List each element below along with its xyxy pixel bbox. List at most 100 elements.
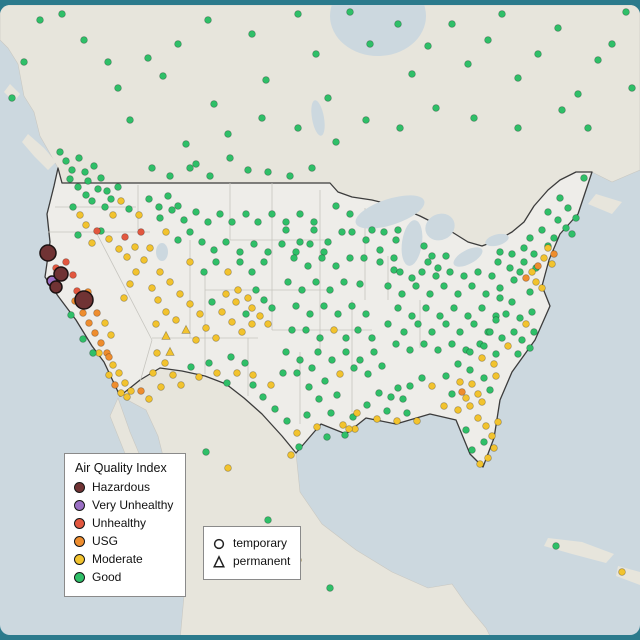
station-marker[interactable] (466, 402, 474, 410)
station-marker[interactable] (394, 20, 402, 28)
station-marker[interactable] (345, 425, 353, 433)
station-marker[interactable] (478, 304, 486, 312)
station-marker[interactable] (222, 238, 230, 246)
station-marker[interactable] (121, 233, 129, 241)
station-marker[interactable] (149, 369, 157, 377)
station-marker[interactable] (294, 10, 302, 18)
station-marker[interactable] (496, 284, 504, 292)
station-marker[interactable] (296, 238, 304, 246)
station-marker[interactable] (137, 228, 145, 236)
station-marker[interactable] (304, 262, 312, 270)
station-marker[interactable] (398, 290, 406, 298)
station-marker[interactable] (428, 382, 436, 390)
station-marker[interactable] (166, 278, 174, 286)
station-marker[interactable] (242, 210, 250, 218)
station-marker[interactable] (121, 379, 129, 387)
station-marker[interactable] (510, 328, 518, 336)
station-marker[interactable] (490, 360, 498, 368)
station-marker[interactable] (85, 319, 93, 327)
station-marker[interactable] (114, 183, 122, 191)
station-marker[interactable] (131, 243, 139, 251)
station-marker[interactable] (114, 84, 122, 92)
station-marker[interactable] (238, 328, 246, 336)
station-marker[interactable] (488, 272, 496, 280)
station-marker[interactable] (362, 310, 370, 318)
station-marker[interactable] (552, 542, 560, 550)
station-marker[interactable] (68, 166, 76, 174)
station-marker[interactable] (101, 319, 109, 327)
station-marker[interactable] (346, 254, 354, 262)
station-marker[interactable] (314, 348, 322, 356)
station-marker[interactable] (440, 282, 448, 290)
station-marker[interactable] (420, 340, 428, 348)
station-marker[interactable] (176, 290, 184, 298)
station-marker[interactable] (244, 166, 252, 174)
station-marker[interactable] (146, 244, 154, 252)
station-marker[interactable] (135, 211, 143, 219)
station-marker[interactable] (264, 168, 272, 176)
station-marker[interactable] (104, 58, 112, 66)
station-marker[interactable] (80, 36, 88, 44)
station-marker[interactable] (530, 328, 538, 336)
station-marker[interactable] (218, 308, 226, 316)
station-marker[interactable] (508, 250, 516, 258)
station-marker[interactable] (562, 224, 570, 232)
station-marker[interactable] (90, 162, 98, 170)
station-marker[interactable] (342, 348, 350, 356)
station-marker[interactable] (157, 383, 165, 391)
station-marker[interactable] (376, 246, 384, 254)
station-marker[interactable] (105, 235, 113, 243)
station-marker[interactable] (494, 418, 502, 426)
station-marker[interactable] (148, 284, 156, 292)
station-marker[interactable] (313, 423, 321, 431)
station-marker[interactable] (516, 268, 524, 276)
station-marker[interactable] (424, 42, 432, 50)
station-marker[interactable] (414, 320, 422, 328)
station-marker[interactable] (56, 148, 64, 156)
station-marker[interactable] (342, 334, 350, 342)
station-marker[interactable] (574, 90, 582, 98)
station-marker[interactable] (228, 218, 236, 226)
station-marker[interactable] (287, 451, 295, 459)
station-marker[interactable] (324, 238, 332, 246)
station-marker[interactable] (117, 197, 125, 205)
station-marker[interactable] (232, 298, 240, 306)
station-marker[interactable] (380, 228, 388, 236)
station-marker[interactable] (376, 258, 384, 266)
station-marker[interactable] (413, 417, 421, 425)
station-marker[interactable] (204, 16, 212, 24)
station-marker[interactable] (302, 326, 310, 334)
station-marker[interactable] (109, 211, 117, 219)
station-marker[interactable] (368, 226, 376, 234)
station-marker[interactable] (101, 203, 109, 211)
station-marker[interactable] (516, 314, 524, 322)
station-marker[interactable] (181, 324, 191, 334)
station-marker[interactable] (62, 157, 70, 165)
station-marker[interactable] (323, 433, 331, 441)
station-marker[interactable] (394, 226, 402, 234)
station-marker[interactable] (468, 380, 476, 388)
station-marker[interactable] (494, 258, 502, 266)
station-marker[interactable] (488, 432, 496, 440)
station-marker[interactable] (332, 138, 340, 146)
station-marker[interactable] (308, 364, 316, 372)
station-marker[interactable] (392, 340, 400, 348)
station-marker[interactable] (82, 191, 90, 199)
station-marker[interactable] (332, 202, 340, 210)
station-marker[interactable] (387, 393, 395, 401)
station-marker[interactable] (556, 194, 564, 202)
station-marker[interactable] (295, 443, 303, 451)
station-marker[interactable] (408, 312, 416, 320)
station-marker[interactable] (107, 331, 115, 339)
station-marker[interactable] (148, 164, 156, 172)
station-marker[interactable] (306, 310, 314, 318)
station-marker[interactable] (94, 185, 102, 193)
station-marker[interactable] (312, 50, 320, 58)
station-marker[interactable] (296, 356, 304, 364)
station-marker[interactable] (250, 240, 258, 248)
station-marker[interactable] (186, 164, 194, 172)
station-marker[interactable] (166, 172, 174, 180)
station-marker[interactable] (49, 280, 63, 294)
station-marker[interactable] (466, 348, 474, 356)
station-marker[interactable] (528, 308, 536, 316)
